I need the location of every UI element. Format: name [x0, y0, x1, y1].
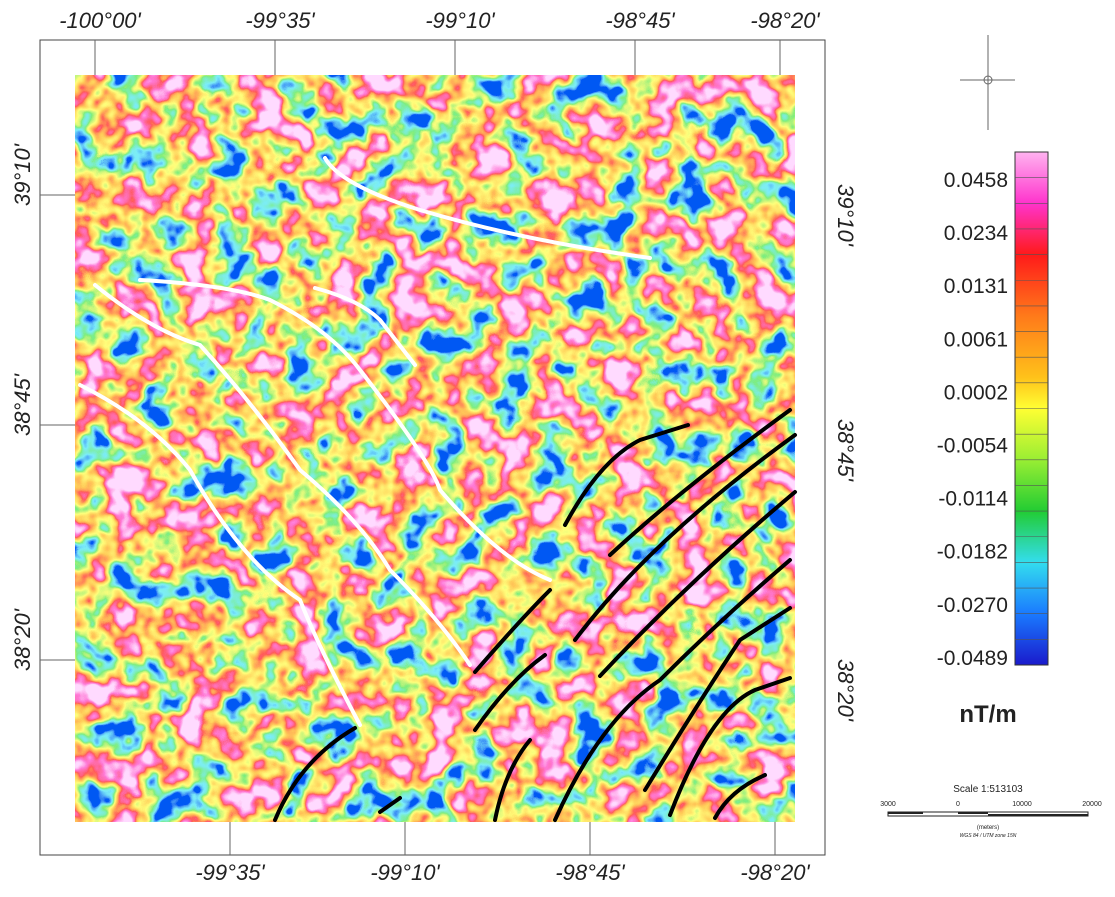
- scale-projection: WGS 84 / UTM zone 15N: [960, 833, 1017, 839]
- colorbar-ticks: 0.0458 0.0234 0.0131 0.0061 0.0002 -0.0054 -0.…: [937, 169, 1048, 670]
- colorbar-label: -0.0270: [937, 594, 1008, 617]
- top-lon-label: -99°10': [425, 8, 495, 33]
- colorbar-label: 0.0131: [944, 275, 1008, 298]
- left-lat-label: 39°10': [10, 143, 35, 206]
- colorbar-label: 0.0458: [944, 169, 1008, 192]
- top-lon-label: -100°00': [59, 8, 141, 33]
- scale-bar: [887, 811, 1089, 817]
- colorbar-unit: nT/m: [959, 701, 1016, 728]
- bottom-lon-label: -98°20': [740, 860, 810, 885]
- top-lon-label: -99°35': [245, 8, 315, 33]
- scale-tick: 20000: [1082, 801, 1102, 808]
- graticule-labels: -100°00' -99°35' -99°10' -98°45' -98°20' -99°…: [10, 8, 858, 885]
- right-lat-label: 38°45': [833, 419, 858, 482]
- scale-title: Scale 1:513103: [953, 784, 1023, 795]
- bottom-lon-label: -98°45': [555, 860, 625, 885]
- colorbar-label: -0.0489: [937, 647, 1008, 670]
- left-lat-label: 38°20': [10, 608, 35, 671]
- black-lineaments: [273, 408, 797, 822]
- colorbar-label: 0.0234: [944, 222, 1009, 245]
- anomaly-raster: [75, 75, 795, 822]
- bottom-lon-label: -99°10': [370, 860, 440, 885]
- top-lon-label: -98°20': [750, 8, 820, 33]
- scale-tick: 10000: [1012, 801, 1032, 808]
- scale-unit: (meters): [977, 825, 999, 831]
- right-lat-label: 38°20': [833, 659, 858, 722]
- bottom-lon-label: -99°35': [195, 860, 265, 885]
- colorbar-label: -0.0182: [937, 541, 1008, 564]
- scale-tick: 0: [956, 801, 960, 808]
- north-arrow: [960, 35, 1015, 130]
- white-lineaments: [78, 156, 652, 727]
- right-lat-label: 39°10': [833, 184, 858, 247]
- colorbar-label: -0.0054: [937, 435, 1009, 458]
- scale-tick: 3000: [880, 801, 896, 808]
- colorbar-label: -0.0114: [938, 488, 1008, 511]
- left-lat-label: 38°45': [10, 373, 35, 436]
- colorbar-label: 0.0002: [944, 381, 1008, 404]
- colorbar-label: 0.0061: [944, 328, 1008, 351]
- top-lon-label: -98°45': [605, 8, 675, 33]
